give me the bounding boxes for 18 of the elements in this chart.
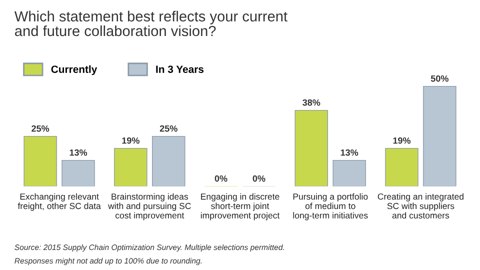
data-label: 0% bbox=[252, 175, 266, 182]
legend-label: In 3 Years bbox=[156, 66, 204, 73]
data-label: 25% bbox=[32, 125, 50, 132]
x-tick-label: Engaging in discrete short-term joint improvement project bbox=[200, 193, 280, 220]
x-tick-label: Pursuing a portfolio of medium to long-term initiatives bbox=[293, 193, 368, 220]
data-label: 50% bbox=[430, 75, 448, 82]
data-label: 13% bbox=[70, 149, 88, 156]
legend-label: Currently bbox=[51, 65, 98, 76]
data-label: 0% bbox=[214, 175, 228, 182]
data-label: 13% bbox=[340, 149, 358, 156]
chart-title: Which statement best reflects your current and future collaboration vision? bbox=[14, 10, 288, 36]
x-tick-label: Creating an integrated SC with suppliers and customers bbox=[378, 193, 464, 219]
data-label: 19% bbox=[393, 137, 411, 144]
x-tick-label: Brainstorming ideas with and pursuing SC cost improvement bbox=[108, 193, 191, 220]
x-tick-label: Exchanging relevant freight, other SC data bbox=[18, 193, 101, 211]
data-label: 38% bbox=[302, 99, 320, 106]
data-label: 19% bbox=[122, 137, 140, 144]
data-label: 25% bbox=[160, 125, 178, 132]
